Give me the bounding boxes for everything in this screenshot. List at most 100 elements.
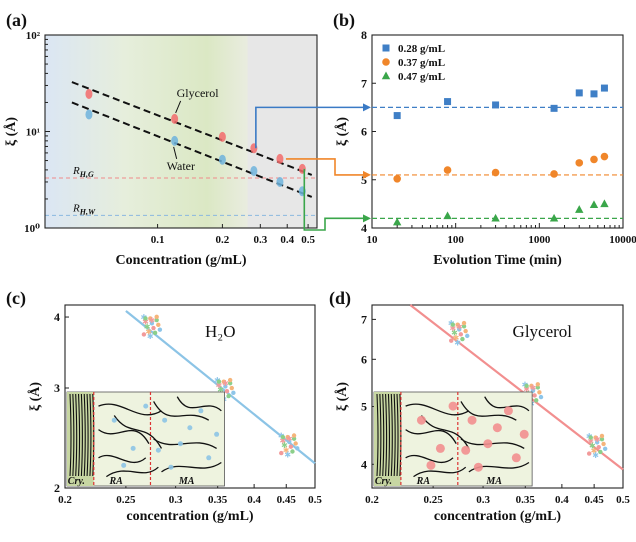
panel-d-xtick-label: 0.2 — [365, 494, 379, 506]
data-point — [594, 440, 600, 445]
data-point — [600, 152, 609, 161]
solvent-dot — [111, 417, 117, 423]
data-point — [393, 174, 401, 183]
panel-d-xtick-label: 0.4 — [555, 494, 569, 506]
reference-line-subscript: H,G — [79, 170, 94, 179]
panel-a-xtick-label: 0.4 — [280, 234, 294, 246]
series-label-water: Water — [167, 159, 195, 173]
data-point: ✱ — [147, 332, 154, 341]
data-point — [535, 382, 541, 387]
solvent-dot — [492, 423, 502, 433]
panel-b-xlabel: Evolution Time (min) — [433, 253, 562, 268]
panel-annotation: H₂O — [205, 322, 235, 341]
data-point — [223, 384, 228, 389]
data-point: ✱ — [449, 324, 456, 333]
data-point: ✱ — [281, 441, 288, 450]
data-point — [279, 450, 284, 456]
data-point — [231, 390, 236, 396]
legend-label: 0.28 g/mL — [398, 43, 445, 55]
data-point — [143, 316, 148, 321]
data-point — [593, 435, 598, 440]
data-point — [602, 446, 608, 451]
panel-c-ytick-label: 3 — [54, 381, 60, 395]
data-point — [250, 165, 258, 176]
panel-c-xtick-label: 0.45 — [277, 494, 297, 506]
panel-c-xlabel: concentration (g/mL) — [126, 509, 253, 524]
panel-a-xtick-label: 0.2 — [216, 234, 230, 246]
data-point — [463, 328, 468, 334]
data-point — [149, 321, 155, 326]
data-point — [596, 444, 601, 450]
data-point: ✱ — [456, 322, 463, 331]
polymer-chain — [98, 454, 147, 464]
data-point — [491, 168, 500, 177]
data-point — [534, 398, 539, 403]
solvent-dot — [155, 447, 161, 453]
data-point — [293, 441, 298, 446]
solvent-dot — [473, 462, 483, 472]
polymer-chain — [98, 429, 150, 445]
solvent-dot — [130, 445, 136, 451]
data-point: ✱ — [217, 386, 224, 395]
panel-annotation: Glycerol — [513, 322, 573, 341]
data-point — [538, 394, 544, 400]
data-point — [461, 320, 467, 326]
panel-d-ylabel: ξ (Å) — [334, 382, 350, 412]
data-point — [598, 449, 603, 455]
data-point — [575, 159, 584, 167]
data-point — [465, 333, 470, 339]
solvent-dot — [426, 460, 436, 470]
solvent-dot — [511, 453, 521, 463]
data-point — [276, 176, 284, 187]
data-point: ✱ — [142, 318, 149, 327]
panel-d-xtick-label: 0.25 — [424, 494, 444, 506]
data-point — [600, 199, 609, 208]
polymer-chain — [161, 461, 222, 473]
data-point — [216, 379, 222, 384]
data-point — [532, 393, 537, 398]
data-point — [285, 434, 290, 440]
connector-arrow — [285, 158, 366, 176]
crystal-chain — [382, 393, 385, 477]
data-point — [443, 166, 452, 174]
inset-label: Cry. — [68, 476, 85, 487]
fit-line — [409, 304, 624, 471]
solvent-dot — [177, 441, 183, 447]
panel-c-xtick-label: 0.4 — [247, 494, 261, 506]
solvent-dot — [448, 401, 458, 411]
connector-arrow — [303, 168, 366, 231]
data-point — [457, 327, 462, 332]
solvent-dot — [214, 431, 220, 437]
data-point — [287, 439, 292, 445]
data-point: ✱ — [222, 379, 229, 388]
polymer-chain — [405, 454, 454, 464]
crystal-chain — [390, 393, 393, 477]
solvent-dot — [503, 406, 513, 416]
panel-a-xtick-label: 0.3 — [253, 234, 267, 246]
data-point — [291, 436, 297, 441]
crystal-chain — [385, 393, 388, 477]
crystal-chain — [83, 393, 86, 477]
panel-a-ylabel: ξ (Å) — [3, 117, 19, 147]
data-point — [590, 155, 598, 164]
data-point: ✱ — [144, 322, 151, 331]
solvent-dot — [416, 415, 426, 425]
solvent-dot — [168, 464, 174, 470]
series-pointer — [173, 146, 178, 159]
data-point — [218, 131, 226, 142]
inset-label: MA — [178, 476, 195, 487]
data-point — [141, 332, 147, 337]
panel-a-xlabel: Concentration (g/mL) — [115, 253, 246, 268]
data-point — [589, 200, 599, 209]
connector-arrow — [255, 106, 366, 149]
panel-d-xtick-label: 0.45 — [585, 494, 605, 506]
panel-b-ytick-label: 4 — [361, 221, 367, 235]
data-point — [588, 435, 593, 440]
data-point — [291, 433, 297, 438]
solvent-dot — [435, 443, 445, 453]
polymer-chain — [484, 396, 530, 412]
data-point — [550, 104, 558, 112]
polymer-chain — [113, 415, 163, 449]
data-point — [85, 88, 93, 99]
